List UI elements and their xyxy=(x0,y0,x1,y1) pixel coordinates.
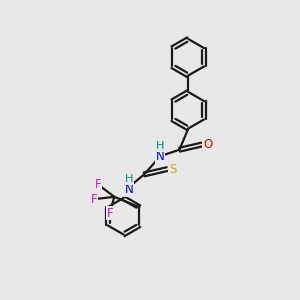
Text: F: F xyxy=(91,193,98,206)
Text: O: O xyxy=(203,138,212,151)
Text: H: H xyxy=(156,141,164,151)
Text: F: F xyxy=(95,178,101,191)
Text: N: N xyxy=(124,183,133,196)
Text: F: F xyxy=(106,206,113,220)
Text: N: N xyxy=(156,150,164,163)
Text: S: S xyxy=(169,163,177,176)
Text: H: H xyxy=(124,174,133,184)
